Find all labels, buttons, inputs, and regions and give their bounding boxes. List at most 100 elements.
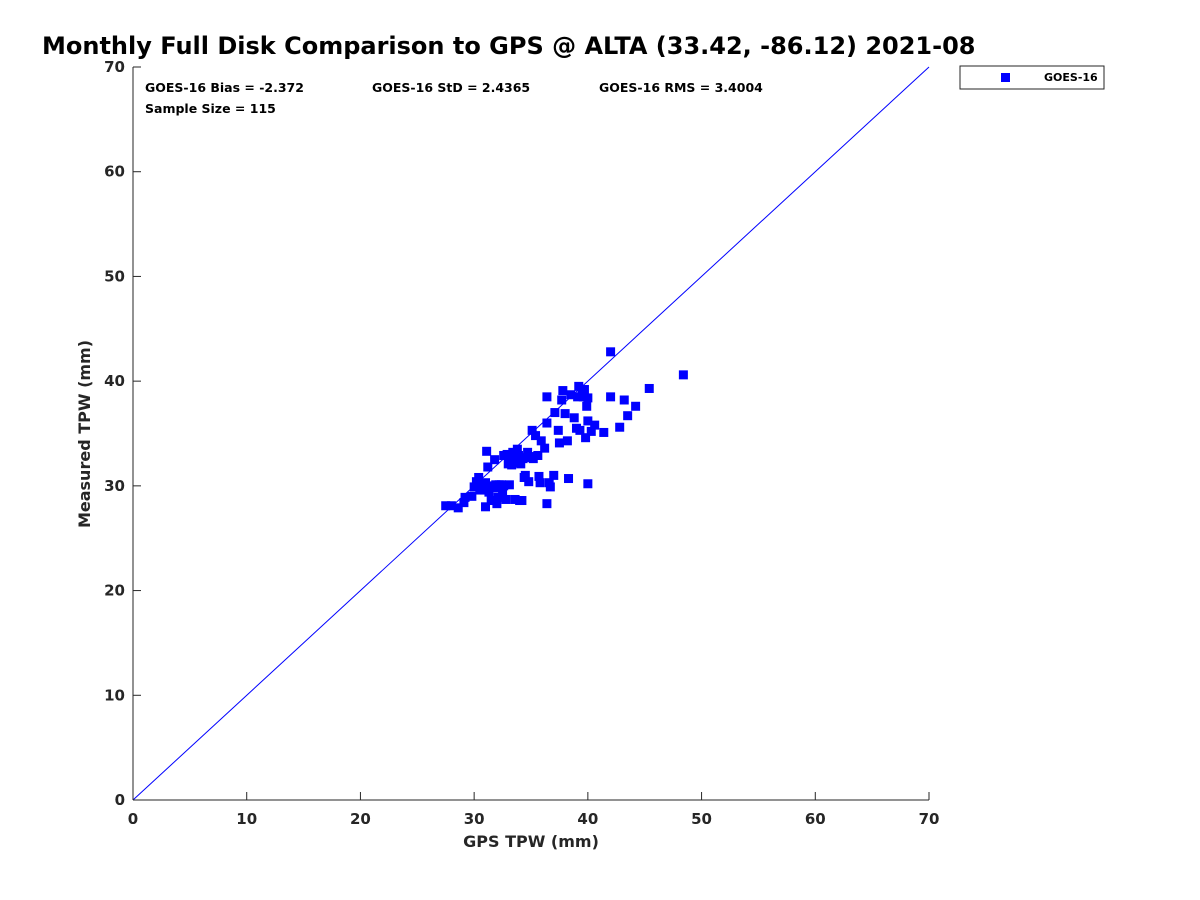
x-axis-label: GPS TPW (mm) <box>463 832 599 851</box>
data-point <box>549 470 559 480</box>
data-point <box>540 443 550 453</box>
data-point <box>535 478 545 488</box>
y-axis-label: Measured TPW (mm) <box>75 340 94 528</box>
data-point <box>513 450 523 460</box>
x-tick-label: 70 <box>919 810 940 828</box>
data-point <box>479 485 489 495</box>
data-point <box>554 438 564 448</box>
x-ticks: 0 10 20 30 40 50 60 70 <box>128 792 940 828</box>
data-point <box>459 498 469 508</box>
data-point <box>481 502 491 512</box>
data-point <box>483 462 493 472</box>
data-point <box>531 431 541 441</box>
data-point <box>517 496 527 506</box>
data-point <box>590 420 600 430</box>
chart-title: Monthly Full Disk Comparison to GPS @ AL… <box>42 32 976 60</box>
x-tick-label: 0 <box>128 810 138 828</box>
data-point <box>550 408 560 418</box>
data-point <box>508 447 518 457</box>
y-ticks: 0 10 20 30 40 50 60 70 <box>104 58 141 809</box>
data-point <box>534 471 544 481</box>
y-tick-label: 40 <box>104 372 125 390</box>
data-point <box>509 453 519 463</box>
data-point <box>453 503 463 513</box>
y-tick-label: 30 <box>104 477 125 495</box>
data-point <box>492 499 502 509</box>
data-point <box>557 395 567 405</box>
data-point <box>644 383 654 393</box>
data-point <box>558 386 568 396</box>
data-point <box>502 449 512 459</box>
legend: GOES-16 <box>959 65 1105 90</box>
data-point <box>545 482 555 492</box>
data-point <box>615 422 625 432</box>
data-point <box>511 458 521 468</box>
data-point <box>499 481 509 491</box>
data-point <box>475 485 485 495</box>
y-tick-label: 10 <box>104 686 125 704</box>
y-tick-label: 60 <box>104 163 125 181</box>
data-point <box>566 390 576 400</box>
data-point <box>575 425 585 435</box>
data-point <box>441 501 451 511</box>
data-point <box>516 459 526 469</box>
data-point <box>583 393 593 403</box>
data-point <box>493 492 503 502</box>
data-point <box>507 460 517 470</box>
data-point <box>446 501 456 511</box>
data-point <box>486 496 496 506</box>
data-point <box>520 470 530 480</box>
data-point <box>484 487 494 497</box>
legend-box <box>959 65 1105 90</box>
points-layer <box>441 347 688 513</box>
data-point <box>599 427 609 437</box>
data-point <box>498 487 508 497</box>
x-tick-label: 20 <box>350 810 371 828</box>
x-tick-label: 10 <box>236 810 257 828</box>
data-point <box>678 370 688 380</box>
data-point <box>562 436 572 446</box>
x-tick-label: 50 <box>691 810 712 828</box>
data-point <box>512 444 522 454</box>
data-point <box>564 474 574 484</box>
y-tick-label: 50 <box>104 267 125 285</box>
data-point <box>583 416 593 426</box>
data-point <box>560 409 570 419</box>
stat-std: GOES-16 StD = 2.4365 <box>372 80 530 95</box>
data-point <box>623 411 633 421</box>
data-point <box>574 381 584 391</box>
legend-label: GOES-16 <box>1044 71 1098 84</box>
y-tick-label: 70 <box>104 58 125 76</box>
data-point <box>474 472 484 482</box>
data-point <box>501 494 511 504</box>
stat-rms: GOES-16 RMS = 3.4004 <box>599 80 763 95</box>
y-tick-label: 0 <box>115 791 125 809</box>
data-point <box>619 395 629 405</box>
data-point <box>582 401 592 411</box>
data-point <box>573 392 583 402</box>
data-point <box>482 446 492 456</box>
data-point <box>553 425 563 435</box>
data-point <box>510 494 520 504</box>
data-point <box>631 401 641 411</box>
data-point <box>469 482 479 492</box>
data-point <box>533 450 543 460</box>
data-point <box>536 436 546 446</box>
x-tick-label: 40 <box>577 810 598 828</box>
data-point <box>586 426 596 436</box>
data-point <box>524 477 534 487</box>
data-point <box>467 491 477 501</box>
data-point <box>460 492 470 502</box>
stat-sample-size: Sample Size = 115 <box>145 101 276 116</box>
legend-marker <box>1001 73 1010 82</box>
stat-bias: GOES-16 Bias = -2.372 <box>145 80 304 95</box>
data-point <box>527 425 537 435</box>
data-point <box>490 455 500 465</box>
y-tick-label: 20 <box>104 582 125 600</box>
data-point <box>606 392 616 402</box>
data-point <box>542 418 552 428</box>
data-point <box>528 454 538 464</box>
data-point <box>542 499 552 509</box>
data-point <box>581 433 591 443</box>
